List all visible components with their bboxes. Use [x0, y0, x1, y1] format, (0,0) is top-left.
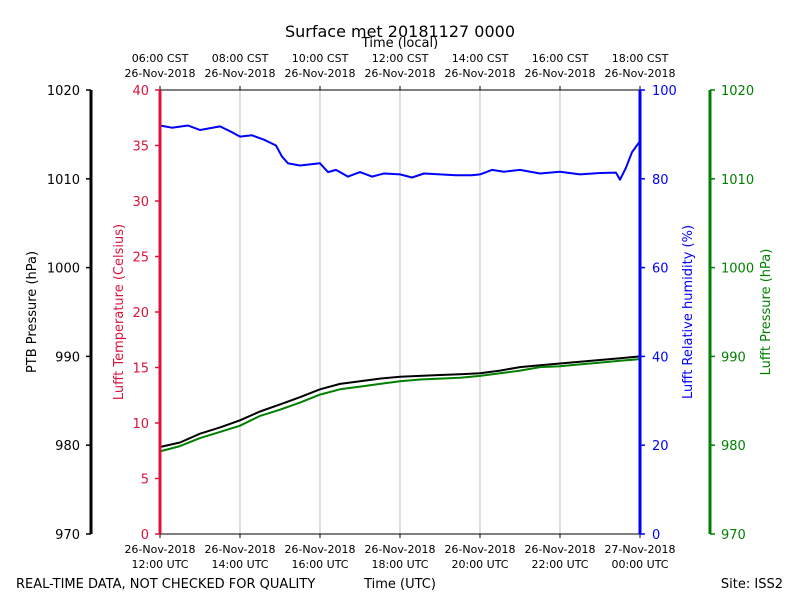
- chart-text: Surface met 20181127 0000 Time (local) T…: [16, 22, 783, 592]
- ptb-pressure-tick-label: 1020: [47, 84, 80, 99]
- series-line-humidity: [159, 124, 641, 181]
- temperature-tick-label: 35: [132, 140, 149, 155]
- x-tick-date: 26-Nov-2018: [524, 543, 595, 556]
- quality-disclaimer: REAL-TIME DATA, NOT CHECKED FOR QUALITY: [16, 577, 315, 592]
- lufft-pressure-tick-label: 970: [721, 528, 746, 543]
- lufft-pressure-tick-label: 990: [721, 350, 746, 365]
- lufft-pressure-axis-label: Lufft Pressure (hPa): [759, 249, 774, 376]
- top-tick-date: 26-Nov-2018: [524, 67, 595, 80]
- top-tick-date: 26-Nov-2018: [284, 67, 355, 80]
- x-tick-date: 26-Nov-2018: [444, 543, 515, 556]
- x-tick-time: 12:00 UTC: [131, 558, 188, 571]
- series-line-ptb-pressure: [159, 355, 641, 448]
- ptb-pressure-axis-label: PTB Pressure (hPa): [25, 251, 40, 373]
- x-tick-time: 20:00 UTC: [451, 558, 508, 571]
- temperature-tick-label: 10: [132, 417, 149, 432]
- humidity-tick-label: 0: [652, 528, 660, 543]
- lufft-pressure-tick-label: 1010: [721, 173, 754, 188]
- x-tick-time: 22:00 UTC: [531, 558, 588, 571]
- top-tick-time: 18:00 CST: [612, 52, 669, 65]
- lufft-pressure-tick-label: 1000: [721, 262, 754, 277]
- top-tick-date: 26-Nov-2018: [364, 67, 435, 80]
- ptb-pressure-tick-label: 990: [55, 350, 80, 365]
- humidity-axis-label: Lufft Relative humidity (%): [681, 225, 696, 399]
- axes: 26-Nov-2018 12:00 UTC 26-Nov-2018 14:00 UTC…: [47, 52, 754, 571]
- ptb-pressure-tick-label: 980: [55, 439, 80, 454]
- top-tick-date: 26-Nov-2018: [204, 67, 275, 80]
- temperature-tick-label: 15: [132, 362, 149, 377]
- ptb-pressure-tick-label: 1000: [47, 262, 80, 277]
- top-tick-date: 26-Nov-2018: [124, 67, 195, 80]
- top-tick-time: 10:00 CST: [292, 52, 349, 65]
- x-tick-date: 26-Nov-2018: [284, 543, 355, 556]
- temperature-tick-label: 5: [141, 473, 149, 488]
- temperature-axis-label: Lufft Temperature (Celsius): [112, 224, 127, 400]
- humidity-tick-label: 40: [652, 350, 669, 365]
- x-axis-label: Time (UTC): [363, 577, 436, 592]
- humidity-tick-label: 80: [652, 173, 669, 188]
- temperature-tick-label: 0: [141, 528, 149, 543]
- temperature-tick-label: 20: [132, 306, 149, 321]
- humidity-tick-label: 20: [652, 439, 669, 454]
- top-tick-time: 16:00 CST: [532, 52, 589, 65]
- series-line-lufft-pressure: [159, 358, 641, 453]
- ptb-pressure-tick-label: 1010: [47, 173, 80, 188]
- x-tick-date: 26-Nov-2018: [204, 543, 275, 556]
- temperature-tick-label: 30: [132, 195, 149, 210]
- x-tick-date: 27-Nov-2018: [604, 543, 675, 556]
- top-tick-date: 26-Nov-2018: [444, 67, 515, 80]
- x-tick-date: 26-Nov-2018: [364, 543, 435, 556]
- lufft-pressure-tick-label: 980: [721, 439, 746, 454]
- humidity-tick-label: 100: [652, 84, 677, 99]
- x-tick-time: 00:00 UTC: [611, 558, 668, 571]
- top-tick-time: 14:00 CST: [452, 52, 509, 65]
- top-tick-time: 08:00 CST: [212, 52, 269, 65]
- grid-lines: [239, 90, 561, 534]
- site-label: Site: ISS2: [721, 577, 783, 592]
- top-tick-time: 12:00 CST: [372, 52, 429, 65]
- x-tick-date: 26-Nov-2018: [124, 543, 195, 556]
- x-tick-time: 14:00 UTC: [211, 558, 268, 571]
- x-tick-time: 18:00 UTC: [371, 558, 428, 571]
- ptb-pressure-tick-label: 970: [55, 528, 80, 543]
- top-tick-time: 06:00 CST: [132, 52, 189, 65]
- plot-series: [159, 124, 641, 453]
- lufft-pressure-tick-label: 1020: [721, 84, 754, 99]
- temperature-tick-label: 40: [132, 84, 149, 99]
- humidity-tick-label: 60: [652, 262, 669, 277]
- top-tick-date: 26-Nov-2018: [604, 67, 675, 80]
- top-axis-label: Time (local): [361, 36, 438, 51]
- chart-title: Surface met 20181127 0000: [285, 22, 515, 41]
- x-tick-time: 16:00 UTC: [291, 558, 348, 571]
- temperature-tick-label: 25: [132, 251, 149, 266]
